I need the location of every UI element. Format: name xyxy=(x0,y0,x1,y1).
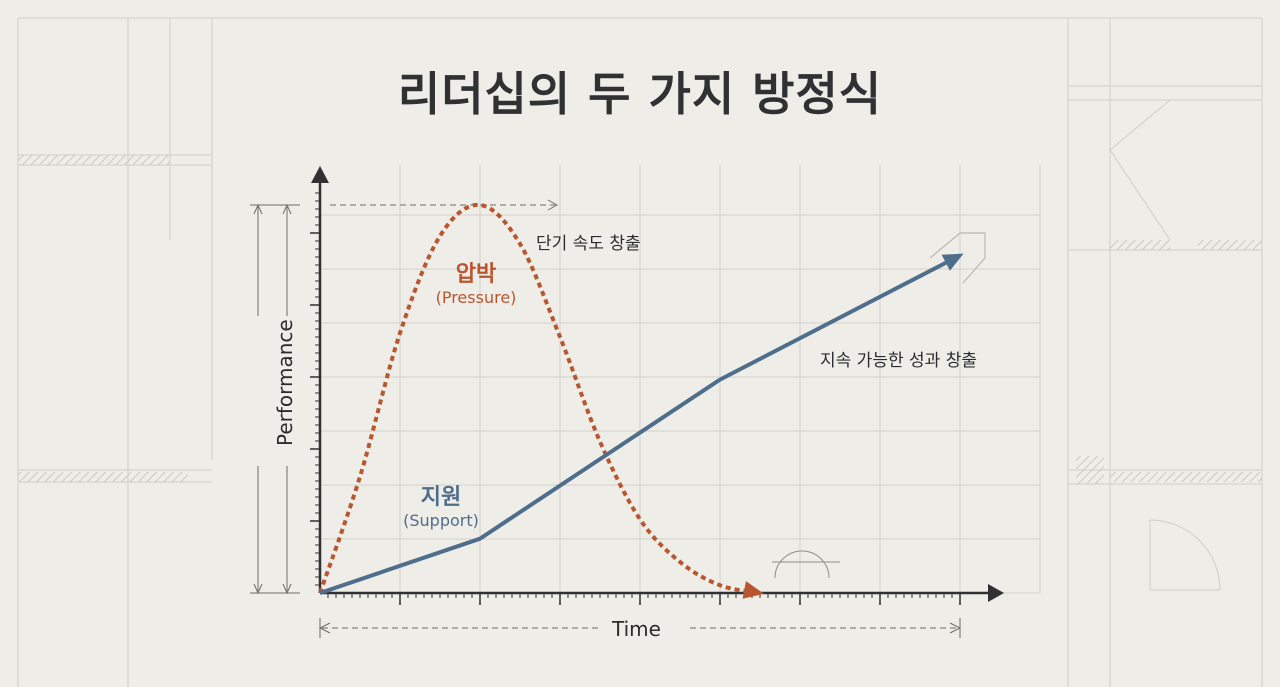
pressure-series-label: 압박 (Pressure) xyxy=(406,256,546,307)
pressure-annotation: 단기 속도 창출 xyxy=(536,234,641,254)
wall-hatch xyxy=(1198,240,1262,250)
series-layer xyxy=(318,202,964,599)
y-axis-label: Performance xyxy=(273,319,297,446)
blueprint-background xyxy=(17,17,1263,687)
chart-title: 리더십의 두 가지 방정식 xyxy=(397,67,883,121)
wall-hatch xyxy=(1110,472,1262,482)
series-arrowhead-pressure xyxy=(742,581,764,599)
support-subname: (Support) xyxy=(403,511,479,530)
y-label-gap xyxy=(250,316,310,466)
series-arrowhead-support xyxy=(941,253,964,271)
pressure-subname: (Pressure) xyxy=(435,288,517,307)
axes xyxy=(310,166,1004,605)
door-swing xyxy=(1149,519,1221,591)
y-dimension-arrows xyxy=(253,203,263,595)
series-line-support xyxy=(319,253,961,595)
wall-hatch xyxy=(18,155,170,165)
support-annotation: 지속 가능한 성과 창출 xyxy=(820,351,977,371)
support-name: 지원 xyxy=(420,485,462,510)
peak-dimension-arrow xyxy=(547,199,559,211)
support-series-label: 지원 (Support) xyxy=(371,479,511,530)
pressure-name: 압박 xyxy=(455,262,497,287)
y-axis-arrowhead xyxy=(311,166,329,183)
wall-hatch xyxy=(1076,456,1104,484)
blueprint-symbol xyxy=(772,550,840,579)
wall-hatch xyxy=(1110,240,1170,250)
series-line-pressure xyxy=(318,202,761,595)
blueprint-line xyxy=(1109,99,1171,241)
y-dimension-arrows xyxy=(282,203,292,595)
x-axis-label: Time xyxy=(612,617,661,641)
x-axis-arrowhead xyxy=(988,584,1004,602)
wall-hatch xyxy=(18,472,188,482)
dimension-lines xyxy=(250,199,962,638)
ghost-arrowhead xyxy=(929,232,986,284)
